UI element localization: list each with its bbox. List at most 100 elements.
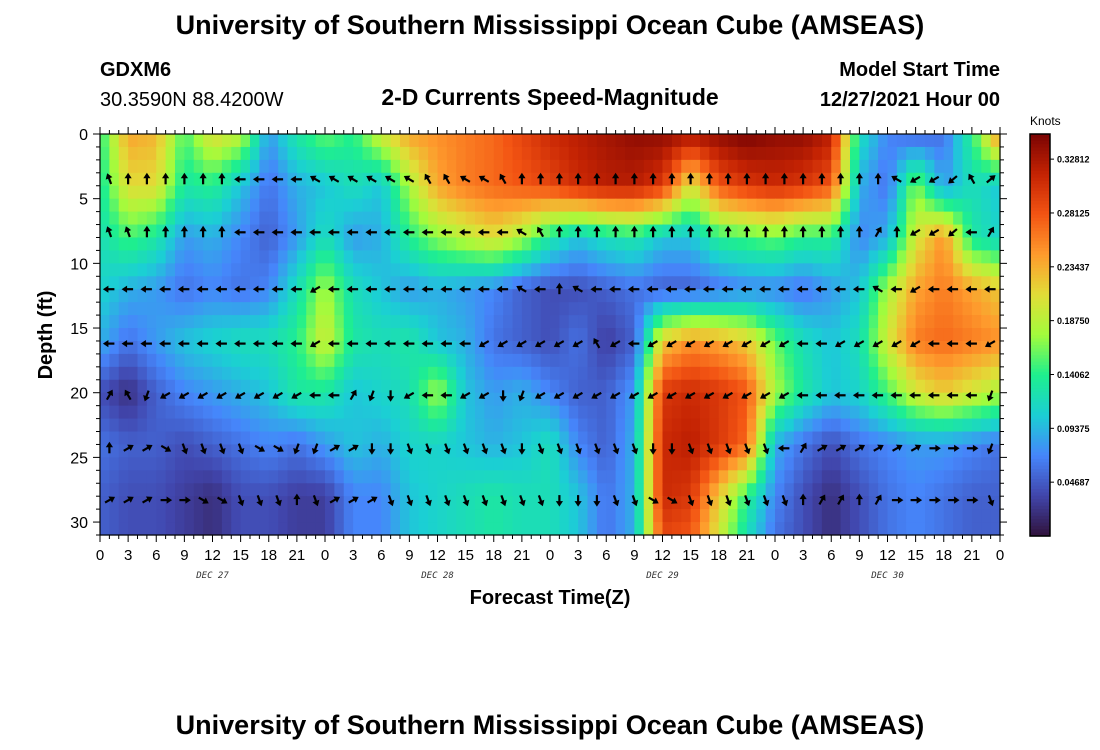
heatmap-cell [737,315,748,329]
heatmap-cell [390,289,401,303]
heatmap-cell [690,250,701,264]
heatmap-cell [653,237,664,252]
x-tick-label: 15 [232,547,249,564]
heatmap-cell [137,198,148,213]
heatmap-cell [756,522,767,536]
heatmap-cell [165,134,176,148]
current-arrow [648,496,659,504]
heatmap-cell [831,146,842,161]
heatmap-cell [634,470,645,484]
heatmap-cell [315,340,326,355]
heatmap-cell [362,328,373,342]
heatmap-cell [756,289,767,303]
heatmap-cell [343,457,354,471]
heatmap-cell [953,172,964,187]
heatmap-cell [896,315,907,329]
heatmap-cell [746,496,757,510]
heatmap-cell [231,134,242,148]
heatmap-cell [231,353,242,368]
current-arrow [593,337,601,349]
heatmap-cell [503,250,514,264]
heatmap-cell [287,522,298,536]
heatmap-cell [137,250,148,264]
heatmap-cell [362,172,373,187]
heatmap-cell [606,328,617,342]
heatmap-cell [118,198,129,213]
heatmap-cell [690,522,701,536]
heatmap-cell [606,198,617,213]
colorbar-segment [1030,455,1050,460]
heatmap-cell [962,159,973,174]
heatmap-cell [493,509,504,523]
heatmap-cell [990,289,1001,303]
heatmap-cell [840,483,851,497]
heatmap-cell [353,509,364,523]
heatmap-cell [578,509,589,523]
current-arrow [666,391,677,399]
heatmap-cell [296,276,307,290]
heatmap-cell [165,470,176,484]
current-arrow [705,172,713,185]
current-arrow [556,443,564,455]
heatmap-cell [850,263,860,277]
heatmap-cell [531,418,542,433]
heatmap-cell [821,353,832,368]
heatmap-cell [943,431,954,446]
colorbar-segment [1030,328,1050,333]
heatmap-cell [953,315,964,329]
heatmap-cell [278,340,289,355]
heatmap-cell [343,483,354,497]
current-arrow [500,495,507,507]
y-tick-label: 30 [70,515,88,532]
heatmap-cell [850,522,860,536]
heatmap-cell [250,353,260,368]
heatmap-cell [925,263,935,277]
heatmap-cell [671,470,682,484]
heatmap-cell [418,496,429,510]
heatmap-cell [953,340,964,355]
heatmap-cell [184,509,195,523]
heatmap-cell [175,483,185,497]
colorbar-segment [1030,187,1050,192]
colorbar-segment [1030,221,1050,226]
heatmap-cell [503,457,514,471]
heatmap-cell [540,134,551,148]
current-arrow [873,444,884,452]
heatmap-cell [428,457,439,471]
heatmap-cell [521,237,532,252]
heatmap-cell [465,211,476,226]
current-arrow [799,442,807,454]
y-tick-label: 10 [70,256,88,273]
current-arrow [349,389,357,401]
current-arrow [929,444,941,452]
heatmap-cell [371,185,382,200]
heatmap-cell [231,328,242,342]
current-arrow [424,173,432,185]
heatmap-cell [240,198,251,213]
heatmap-cell [428,315,439,329]
heatmap-cell [971,134,982,148]
heatmap-cell [278,470,289,484]
heatmap-cell [878,457,889,471]
heatmap-cell [465,522,476,536]
heatmap-cell [775,340,785,355]
heatmap-cell [643,483,654,497]
heatmap-cell [156,159,167,174]
heatmap-cell [165,366,176,381]
heatmap-cell [709,509,720,523]
heatmap-cell [943,328,954,342]
heatmap-cell [587,276,598,290]
heatmap-cell [690,159,701,174]
heatmap-cell [737,444,748,458]
heatmap-cell [484,328,495,342]
current-arrow [965,285,977,293]
heatmap-cell [371,522,382,536]
current-arrow [365,285,377,293]
current-arrow [965,340,977,348]
heatmap-cell [409,431,420,446]
heatmap-cell [906,315,917,329]
heatmap-cell [981,315,992,329]
heatmap-cell [343,444,354,458]
heatmap-cell [521,198,532,213]
heatmap-cell [362,315,373,329]
